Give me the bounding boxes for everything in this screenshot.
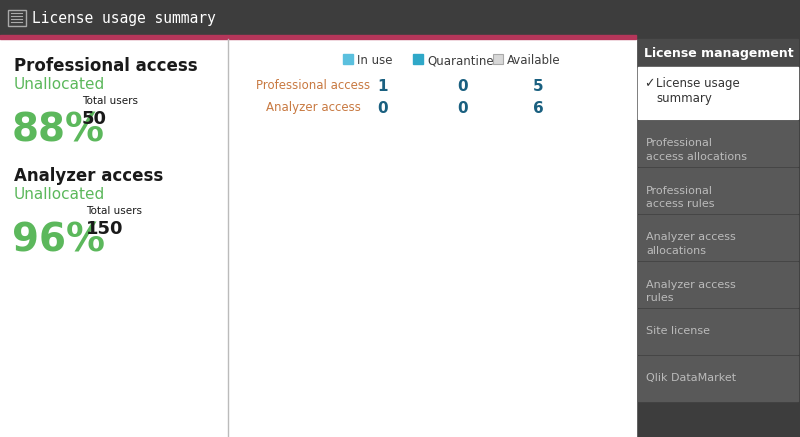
Text: Available: Available — [507, 54, 561, 67]
Text: 5: 5 — [533, 79, 543, 94]
Text: 0: 0 — [378, 101, 388, 116]
Text: Unallocated: Unallocated — [14, 77, 106, 92]
Bar — [638, 67, 798, 119]
Text: 6: 6 — [533, 101, 543, 116]
Text: Professional access: Professional access — [256, 79, 370, 92]
Text: License management: License management — [644, 46, 794, 59]
Text: License usage
summary: License usage summary — [656, 77, 740, 105]
Bar — [343, 54, 353, 64]
Text: Total users: Total users — [86, 206, 142, 216]
Bar — [638, 356, 798, 401]
Text: Total users: Total users — [82, 96, 138, 106]
Bar — [8, 10, 26, 26]
Bar — [638, 121, 798, 166]
Text: 0: 0 — [458, 101, 468, 116]
Text: 50: 50 — [82, 110, 107, 128]
Text: Qlik DataMarket: Qlik DataMarket — [646, 374, 736, 384]
Text: In use: In use — [357, 54, 393, 67]
Text: Professional access: Professional access — [14, 57, 198, 75]
Text: Analyzer access: Analyzer access — [266, 101, 361, 114]
Bar — [0, 0, 800, 35]
Text: 96%: 96% — [12, 222, 105, 260]
Text: Site license: Site license — [646, 326, 710, 336]
Text: Professional
access allocations: Professional access allocations — [646, 139, 747, 162]
Text: 1: 1 — [378, 79, 388, 94]
Text: Professional
access rules: Professional access rules — [646, 185, 714, 209]
Bar — [638, 39, 798, 67]
Bar — [0, 39, 228, 437]
Bar — [413, 54, 423, 64]
Text: Unallocated: Unallocated — [14, 187, 106, 202]
Text: Analyzer access: Analyzer access — [14, 167, 163, 185]
Text: Quarantined: Quarantined — [427, 54, 501, 67]
Bar — [638, 309, 798, 354]
Text: Analyzer access
allocations: Analyzer access allocations — [646, 232, 736, 256]
Bar — [228, 39, 636, 437]
Text: 0: 0 — [458, 79, 468, 94]
Text: 88%: 88% — [12, 112, 105, 150]
Text: 150: 150 — [86, 220, 123, 238]
Text: License usage summary: License usage summary — [32, 10, 216, 25]
Bar — [0, 35, 636, 39]
Bar — [638, 262, 798, 307]
Text: Analyzer access
rules: Analyzer access rules — [646, 280, 736, 303]
Bar — [638, 215, 798, 260]
Bar — [638, 168, 798, 213]
Text: ✓: ✓ — [644, 77, 654, 90]
Bar — [493, 54, 503, 64]
